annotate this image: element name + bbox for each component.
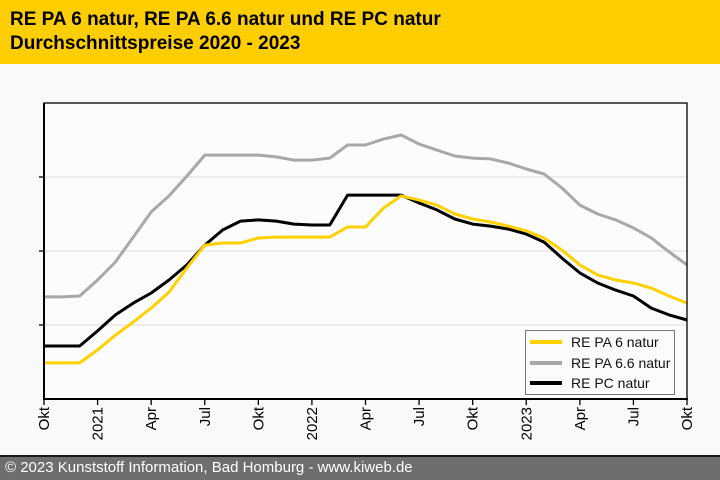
x-axis-label: Okt [465,406,482,430]
series-line-re-pa-6-natur [44,194,688,365]
legend-row-re-pc: RE PC natur [530,374,674,392]
legend-swatch-re-pa-66 [530,360,562,365]
x-axis-label: 2021 [90,407,107,440]
legend-row-re-pa-66: RE PA 6.6 natur [530,354,674,372]
copyright-bar: © 2023 Kunststoff Information, Bad Hombu… [0,455,720,480]
legend-label-re-pa-66: RE PA 6.6 natur [571,354,671,371]
x-axis-label: Okt [36,406,53,430]
x-axis-label: Apr [143,407,160,430]
x-axis-label: Apr [358,407,375,430]
legend-row-re-pa-6: RE PA 6 natur [530,333,674,351]
legend-swatch-re-pa-6 [530,340,562,345]
chart-title-bar: RE PA 6 natur, RE PA 6.6 natur und RE PC… [0,0,720,64]
x-axis-label: Jul [197,407,214,426]
legend-label-re-pa-6: RE PA 6 natur [571,334,659,351]
x-axis-label: Okt [250,406,267,430]
x-axis-label: Apr [572,407,589,430]
chart-title-line2: Durchschnittspreise 2020 - 2023 [10,33,301,54]
x-axis-label: 2023 [518,407,535,440]
x-axis-label: Jul [625,407,642,426]
x-axis-label: 2022 [304,407,321,440]
series-line-re-pa-6-6-natur [44,133,688,299]
legend-label-re-pc: RE PC natur [571,374,650,391]
x-axis-label: Jul [411,407,428,426]
series-line-re-pc-natur [44,193,688,348]
x-axis-label: Okt [679,406,696,430]
legend-swatch-re-pc [530,380,562,385]
chart-title-line1: RE PA 6 natur, RE PA 6.6 natur und RE PC… [10,9,441,30]
chart-legend: RE PA 6 natur RE PA 6.6 natur RE PC natu… [525,330,675,395]
copyright-text: © 2023 Kunststoff Information, Bad Hombu… [5,459,413,476]
